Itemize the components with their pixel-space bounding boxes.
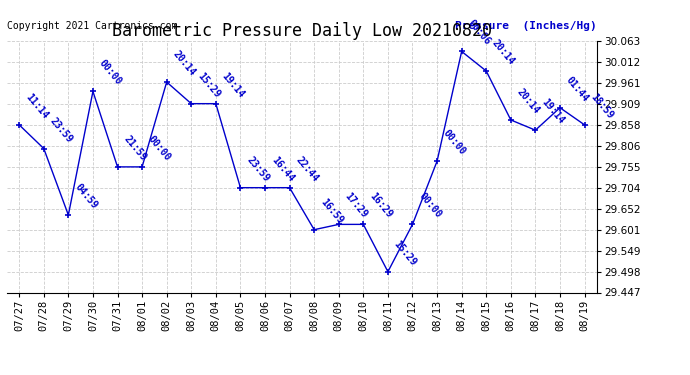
Text: Pressure  (Inches/Hg): Pressure (Inches/Hg) xyxy=(455,21,597,31)
Text: 00:00: 00:00 xyxy=(97,58,124,87)
Text: 20:14: 20:14 xyxy=(171,49,197,78)
Text: 23:59: 23:59 xyxy=(244,154,271,183)
Text: 15:29: 15:29 xyxy=(392,238,419,267)
Text: 00:06: 00:06 xyxy=(466,18,493,47)
Text: 15:29: 15:29 xyxy=(195,70,222,99)
Text: 21:59: 21:59 xyxy=(121,134,148,163)
Text: Copyright 2021 Cartronics.com: Copyright 2021 Cartronics.com xyxy=(7,21,177,31)
Text: 16:44: 16:44 xyxy=(269,154,296,183)
Text: 17:29: 17:29 xyxy=(343,191,369,220)
Text: 19:14: 19:14 xyxy=(540,97,566,126)
Text: 00:00: 00:00 xyxy=(441,128,468,157)
Text: 20:14: 20:14 xyxy=(515,87,542,116)
Text: 16:29: 16:29 xyxy=(368,191,394,220)
Text: 22:44: 22:44 xyxy=(294,154,320,183)
Text: 00:00: 00:00 xyxy=(417,191,443,220)
Text: 11:14: 11:14 xyxy=(23,92,50,121)
Title: Barometric Pressure Daily Low 20210820: Barometric Pressure Daily Low 20210820 xyxy=(112,22,492,40)
Text: 18:59: 18:59 xyxy=(589,92,615,121)
Text: 23:59: 23:59 xyxy=(48,116,75,144)
Text: 04:59: 04:59 xyxy=(72,182,99,211)
Text: 19:14: 19:14 xyxy=(220,70,246,99)
Text: 01:44: 01:44 xyxy=(564,75,591,104)
Text: 16:59: 16:59 xyxy=(318,196,345,225)
Text: 00:00: 00:00 xyxy=(146,134,172,163)
Text: 20:14: 20:14 xyxy=(491,38,517,67)
